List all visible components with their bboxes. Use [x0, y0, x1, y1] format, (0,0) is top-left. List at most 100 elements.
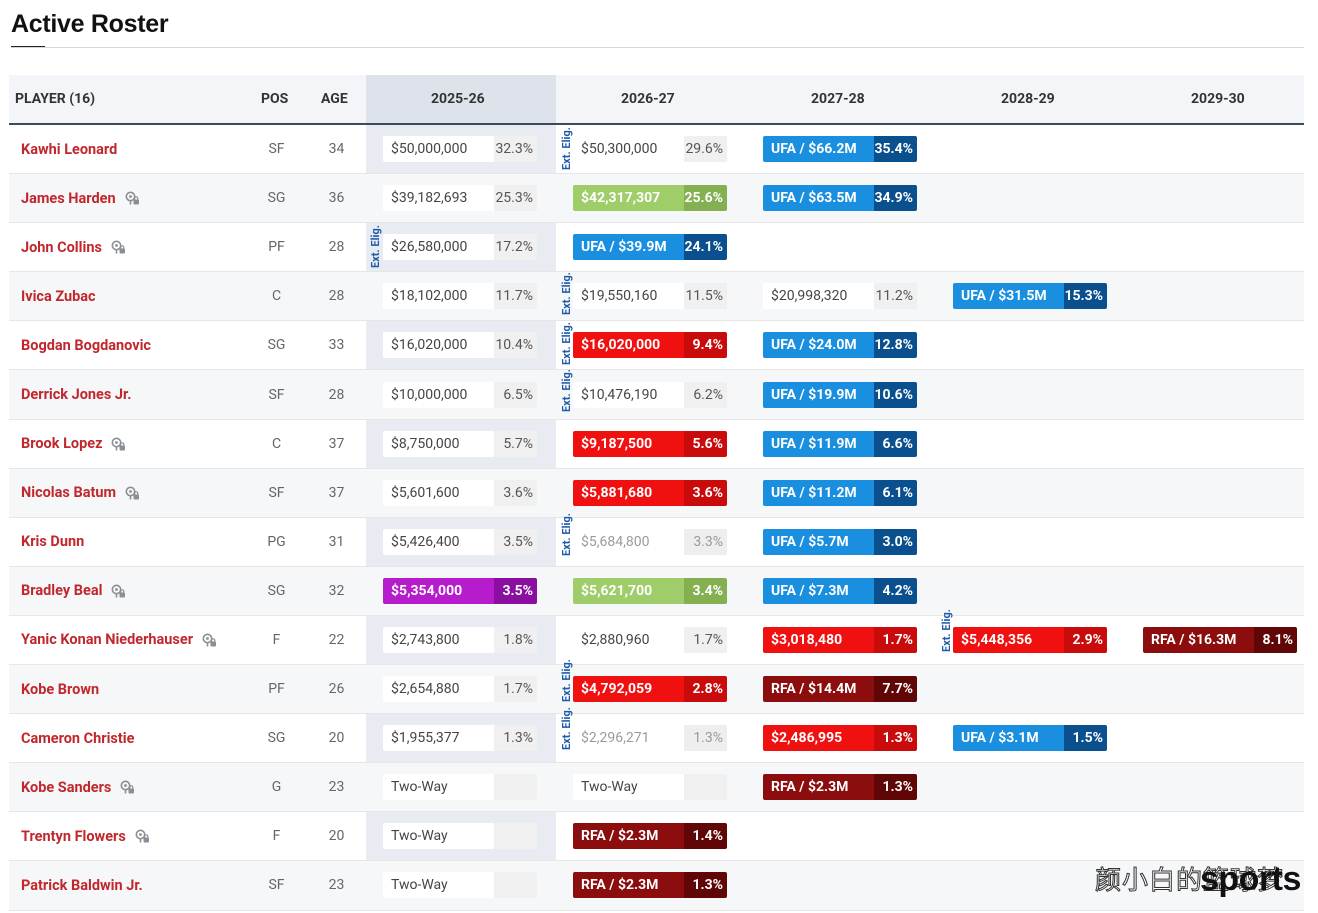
salary-pill[interactable]: $16,020,000 9.4% [573, 332, 727, 359]
salary-pill[interactable]: $2,880,960 1.7% [573, 626, 727, 653]
trade-restriction-icon[interactable] [124, 485, 140, 501]
salary-pill[interactable]: $19,550,160 11.5% [573, 283, 727, 310]
player-name-link[interactable]: Kobe Sanders [21, 763, 135, 811]
header-season-2028-29[interactable]: 2028-29 [1001, 91, 1055, 107]
salary-pill[interactable]: $4,792,059 2.8% [573, 676, 727, 703]
salary-pill[interactable]: $8,750,000 5.7% [383, 430, 537, 457]
salary-pill[interactable]: UFA / $11.9M 6.6% [763, 430, 917, 457]
player-name-link[interactable]: Derrick Jones Jr. [21, 370, 131, 418]
player-name[interactable]: Kawhi Leonard [21, 140, 118, 158]
player-name[interactable]: James Harden [21, 189, 116, 207]
salary-amount: $5,601,600 [383, 479, 494, 506]
player-name-link[interactable]: John Collins [21, 223, 126, 271]
player-name-link[interactable]: Nicolas Batum [21, 469, 140, 517]
salary-pill[interactable]: $2,296,271 1.3% [573, 725, 727, 752]
salary-pill[interactable]: $26,580,000 17.2% [383, 234, 537, 261]
salary-pill[interactable]: Two-Way [383, 774, 537, 801]
salary-pill[interactable]: Two-Way [383, 872, 537, 899]
player-name[interactable]: Patrick Baldwin Jr. [21, 876, 143, 894]
player-name-link[interactable]: Bogdan Bogdanovic [21, 321, 151, 369]
salary-pill[interactable]: $1,955,377 1.3% [383, 725, 537, 752]
header-player[interactable]: PLAYER (16) [15, 91, 96, 107]
header-season-2026-27[interactable]: 2026-27 [621, 91, 675, 107]
player-name-link[interactable]: Cameron Christie [21, 714, 134, 762]
salary-pill[interactable]: RFA / $16.3M 8.1% [1143, 626, 1297, 653]
salary-pill[interactable]: $3,018,480 1.7% [763, 626, 917, 653]
player-name[interactable]: Yanic Konan Niederhauser [21, 631, 194, 649]
salary-pill[interactable]: $2,743,800 1.8% [383, 626, 537, 653]
trade-restriction-icon[interactable] [134, 828, 150, 844]
player-name[interactable]: Bogdan Bogdanovic [21, 336, 151, 354]
trade-restriction-icon[interactable] [110, 583, 126, 599]
salary-pill[interactable]: UFA / $5.7M 3.0% [763, 528, 917, 555]
player-name[interactable]: Trentyn Flowers [21, 827, 126, 845]
header-season-2029-30[interactable]: 2029-30 [1191, 91, 1245, 107]
salary-pill[interactable]: RFA / $14.4M 7.7% [763, 676, 917, 703]
salary-amount: $2,880,960 [573, 626, 684, 653]
salary-pill[interactable]: $39,182,693 25.3% [383, 185, 537, 212]
salary-pill[interactable]: $18,102,000 11.7% [383, 283, 537, 310]
salary-pill[interactable]: UFA / $7.3M 4.2% [763, 577, 917, 604]
player-name-link[interactable]: Brook Lopez [21, 420, 126, 468]
salary-pill[interactable]: RFA / $2.3M 1.4% [573, 823, 727, 850]
salary-pill[interactable]: $5,621,700 3.4% [573, 577, 727, 604]
player-name-link[interactable]: Trentyn Flowers [21, 812, 150, 860]
player-name[interactable]: Derrick Jones Jr. [21, 386, 132, 404]
player-name[interactable]: Kobe Sanders [21, 778, 112, 796]
salary-pill[interactable]: $50,000,000 32.3% [383, 136, 537, 163]
salary-pill[interactable]: $10,000,000 6.5% [383, 381, 537, 408]
salary-pill[interactable]: UFA / $11.2M 6.1% [763, 479, 917, 506]
salary-pill[interactable]: $2,654,880 1.7% [383, 676, 537, 703]
salary-pill[interactable]: $16,020,000 10.4% [383, 332, 537, 359]
salary-pill[interactable]: RFA / $2.3M 1.3% [573, 872, 727, 899]
player-name-link[interactable]: Kris Dunn [21, 518, 84, 566]
salary-pill[interactable]: $5,881,680 3.6% [573, 479, 727, 506]
player-name-link[interactable]: Patrick Baldwin Jr. [21, 861, 143, 909]
player-name-link[interactable]: Kobe Brown [21, 665, 99, 713]
header-pos[interactable]: POS [261, 91, 289, 107]
salary-pill[interactable]: UFA / $39.9M 24.1% [573, 234, 727, 261]
player-name[interactable]: Bradley Beal [21, 582, 103, 600]
salary-pill[interactable]: UFA / $24.0M 12.8% [763, 332, 917, 359]
salary-pill[interactable]: $5,601,600 3.6% [383, 479, 537, 506]
player-name[interactable]: Nicolas Batum [21, 484, 117, 502]
salary-pill[interactable]: UFA / $3.1M 1.5% [953, 725, 1107, 752]
player-name[interactable]: Cameron Christie [21, 729, 135, 747]
player-name[interactable]: Ivica Zubac [21, 287, 96, 305]
trade-restriction-icon[interactable] [119, 779, 135, 795]
player-name-link[interactable]: Bradley Beal [21, 567, 126, 615]
salary-pill[interactable]: UFA / $63.5M 34.9% [763, 185, 917, 212]
salary-pill[interactable]: $9,187,500 5.6% [573, 430, 727, 457]
salary-pill[interactable]: $50,300,000 29.6% [573, 136, 727, 163]
salary-pill[interactable]: $2,486,995 1.3% [763, 725, 917, 752]
player-name[interactable]: John Collins [21, 238, 102, 256]
header-season-2027-28[interactable]: 2027-28 [811, 91, 865, 107]
player-name-link[interactable]: Yanic Konan Niederhauser [21, 616, 217, 664]
salary-pill[interactable]: $42,317,307 25.6% [573, 185, 727, 212]
player-name-link[interactable]: James Harden [21, 174, 140, 222]
trade-restriction-icon[interactable] [201, 632, 217, 648]
salary-pill[interactable]: $5,448,356 2.9% [953, 626, 1107, 653]
header-season-2025-26[interactable]: 2025-26 [431, 91, 485, 107]
player-name-link[interactable]: Kawhi Leonard [21, 125, 117, 173]
trade-restriction-icon[interactable] [110, 239, 126, 255]
salary-amount: RFA / $2.3M [573, 872, 684, 899]
salary-pill[interactable]: $5,426,400 3.5% [383, 528, 537, 555]
player-name[interactable]: Kobe Brown [21, 680, 100, 698]
player-name-link[interactable]: Ivica Zubac [21, 272, 96, 320]
salary-pill[interactable]: RFA / $2.3M 1.3% [763, 774, 917, 801]
salary-pill[interactable]: $20,998,320 11.2% [763, 283, 917, 310]
salary-pill[interactable]: Two-Way [383, 823, 537, 850]
player-name[interactable]: Brook Lopez [21, 435, 103, 453]
salary-pill[interactable]: Two-Way [573, 774, 727, 801]
salary-pill[interactable]: $10,476,190 6.2% [573, 381, 727, 408]
salary-pill[interactable]: $5,684,800 3.3% [573, 528, 727, 555]
trade-restriction-icon[interactable] [110, 436, 126, 452]
trade-restriction-icon[interactable] [124, 190, 140, 206]
salary-pill[interactable]: $5,354,000 3.5% [383, 577, 537, 604]
salary-pill[interactable]: UFA / $31.5M 15.3% [953, 283, 1107, 310]
salary-pill[interactable]: UFA / $66.2M 35.4% [763, 136, 917, 163]
player-name[interactable]: Kris Dunn [21, 533, 85, 551]
salary-pill[interactable]: UFA / $19.9M 10.6% [763, 381, 917, 408]
header-age[interactable]: AGE [321, 91, 348, 107]
